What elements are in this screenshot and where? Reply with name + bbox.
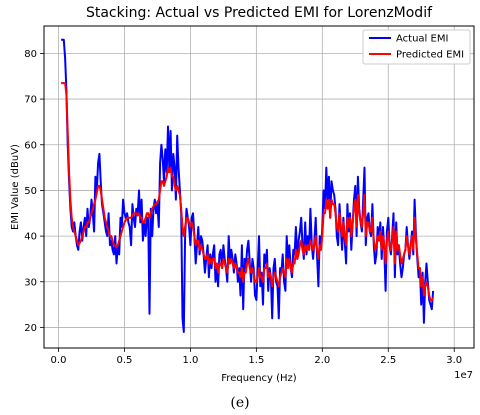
legend: Actual EMI Predicted EMI <box>362 29 471 65</box>
series-line-actual-emi <box>61 38 435 333</box>
y-tick-label: 60 <box>24 140 37 151</box>
series-line-predicted-emi <box>61 82 434 301</box>
x-offset-label: 1e7 <box>454 370 473 381</box>
plot-frame <box>43 25 475 349</box>
x-tick-label: 1.0 <box>182 355 198 366</box>
series-layer <box>61 38 435 333</box>
y-tick-label: 50 <box>24 186 37 197</box>
y-tick-label: 80 <box>24 49 37 60</box>
x-tick-label: 2.0 <box>314 355 330 366</box>
x-tick-label: 1.5 <box>248 355 264 366</box>
x-tick-label: 0.0 <box>51 355 67 366</box>
x-tick-label: 2.5 <box>380 355 396 366</box>
legend-label-predicted: Predicted EMI <box>396 50 464 61</box>
y-tick-label: 40 <box>24 232 37 243</box>
y-ticks: 20 30 40 50 60 70 80 <box>24 49 44 334</box>
y-tick-label: 20 <box>24 323 37 334</box>
x-ticks: 0.0 0.5 1.0 1.5 2.0 2.5 3.0 <box>51 348 462 366</box>
legend-label-actual: Actual EMI <box>396 34 448 45</box>
y-tick-label: 70 <box>24 95 37 106</box>
grid-lines <box>44 26 474 348</box>
y-tick-label: 30 <box>24 277 37 288</box>
x-tick-label: 0.5 <box>117 355 133 366</box>
x-tick-label: 3.0 <box>446 355 462 366</box>
figure-caption: (e) <box>230 395 249 411</box>
y-axis-label: EMI Value (dBuV) <box>10 144 21 230</box>
chart-title: Stacking: Actual vs Predicted EMI for Lo… <box>86 5 433 21</box>
x-axis-label: Frequency (Hz) <box>221 373 297 384</box>
